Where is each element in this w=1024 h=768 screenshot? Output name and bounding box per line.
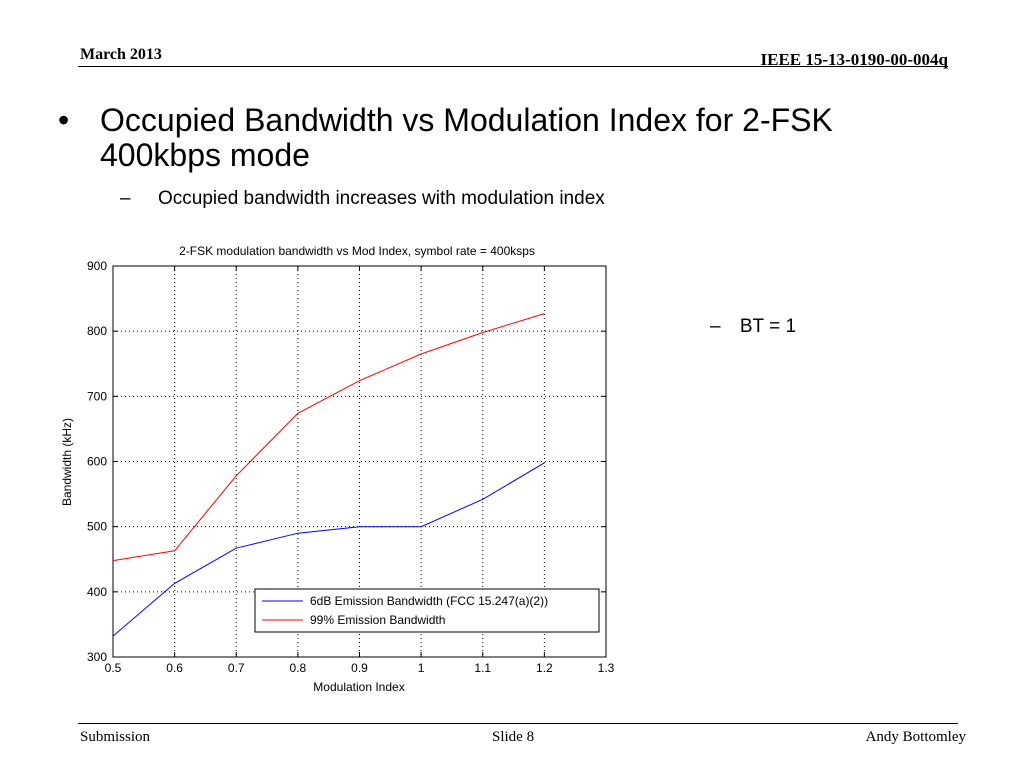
header-date: March 2013 xyxy=(80,46,162,63)
footer-author: Andy Bottomley xyxy=(865,729,966,745)
y-tick-label: 300 xyxy=(87,650,107,664)
side-bullet-text: BT = 1 xyxy=(739,316,797,337)
x-tick-label: 1.3 xyxy=(598,661,615,675)
sub-bullet-text: Occupied bandwidth increases with modula… xyxy=(158,188,605,209)
x-tick-label: 1.2 xyxy=(536,661,553,675)
header-rule xyxy=(78,66,948,67)
x-tick-label: 0.8 xyxy=(290,661,307,675)
dash-icon: – xyxy=(710,316,721,337)
legend-label-6db: 6dB Emission Bandwidth (FCC 15.247(a)(2)… xyxy=(310,594,548,608)
x-axis-label: Modulation Index xyxy=(313,680,404,694)
footer-slide-number: Slide 8 xyxy=(492,729,535,745)
legend-label-99pct: 99% Emission Bandwidth xyxy=(310,613,445,627)
y-tick-label: 700 xyxy=(87,389,107,403)
axis-ticks: 0.5 0.6 0.7 0.8 0.9 1 1.1 1.2 1.3 300 400 500 600 700… xyxy=(87,259,615,675)
x-tick-label: 0.5 xyxy=(105,661,122,675)
y-axis-label: Bandwidth (kHz) xyxy=(60,418,74,506)
chart-title: 2-FSK modulation bandwidth vs Mod Index,… xyxy=(179,244,535,258)
header-doc-id: IEEE 15-13-0190-00-004q xyxy=(760,50,948,69)
x-tick-label: 0.9 xyxy=(351,661,368,675)
x-tick-label: 0.6 xyxy=(166,661,183,675)
legend-box xyxy=(254,588,600,633)
x-tick-label: 1.1 xyxy=(474,661,491,675)
y-tick-label: 500 xyxy=(87,520,107,534)
series-lines xyxy=(112,313,545,637)
x-tick-label: 0.7 xyxy=(228,661,245,675)
y-tick-label: 900 xyxy=(87,259,107,273)
bullet-icon: • xyxy=(58,102,70,138)
legend: 6dB Emission Bandwidth (FCC 15.247(a)(2)… xyxy=(254,588,600,633)
series-6db-emission-line xyxy=(112,462,545,637)
sub-bullet: – Occupied bandwidth increases with modu… xyxy=(120,188,605,210)
y-tick-label: 800 xyxy=(87,324,107,338)
dash-icon: – xyxy=(120,188,131,209)
footer-rule xyxy=(78,723,958,724)
main-bullet-text: Occupied Bandwidth vs Modulation Index f… xyxy=(100,102,833,173)
footer-submission: Submission xyxy=(80,729,151,745)
y-tick-label: 400 xyxy=(87,585,107,599)
x-tick-label: 1 xyxy=(418,661,425,675)
side-bullet: – BT = 1 xyxy=(710,316,796,338)
y-tick-label: 600 xyxy=(87,455,107,469)
series-99pct-emission-line xyxy=(112,313,545,562)
main-bullet: • Occupied Bandwidth vs Modulation Index… xyxy=(58,103,918,173)
